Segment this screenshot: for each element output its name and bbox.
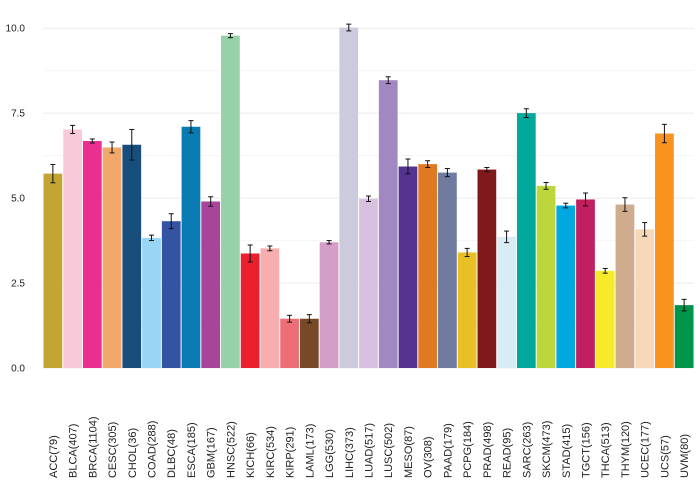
x-tick-label: READ(95) bbox=[502, 428, 514, 478]
bar bbox=[615, 204, 635, 368]
bar bbox=[457, 252, 477, 368]
bar bbox=[102, 147, 122, 368]
bar bbox=[635, 229, 655, 368]
x-tick-label: COAD(288) bbox=[147, 421, 159, 478]
error-bars bbox=[50, 23, 687, 324]
y-tick-label: 5.0 bbox=[11, 194, 25, 205]
y-tick-label: 7.5 bbox=[11, 109, 25, 120]
x-tick-label: PRAD(498) bbox=[482, 422, 494, 478]
bar bbox=[655, 133, 674, 368]
x-tick-label: ACC(79) bbox=[48, 435, 60, 478]
bar bbox=[378, 80, 398, 369]
bar bbox=[516, 113, 536, 368]
y-axis: 0.0 2.5 5.0 7.5 10.0 bbox=[6, 24, 26, 375]
x-tick-label: HNSC(522) bbox=[225, 421, 237, 478]
x-tick-label: LAML(173) bbox=[304, 424, 316, 478]
x-tick-label: BRCA(1104) bbox=[87, 416, 99, 478]
x-tick-label: LUSC(502) bbox=[383, 423, 395, 478]
x-tick-label: PAAD(179) bbox=[442, 423, 454, 478]
bar bbox=[161, 221, 181, 368]
bar bbox=[221, 35, 240, 369]
x-tick-label: GBM(167) bbox=[206, 427, 218, 478]
y-tick-label: 0.0 bbox=[11, 364, 25, 375]
bar bbox=[497, 236, 516, 368]
bar bbox=[319, 242, 339, 368]
bar bbox=[299, 318, 319, 368]
bar bbox=[43, 173, 63, 368]
bar bbox=[438, 172, 457, 368]
x-axis: ACC(79) BLCA(407) BRCA(1104) CESC(305) CHOL(… bbox=[48, 416, 691, 478]
bar bbox=[418, 164, 438, 368]
y-tick-label: 2.5 bbox=[11, 279, 25, 290]
bar bbox=[477, 169, 497, 368]
x-tick-label: CHOL(36) bbox=[127, 428, 139, 478]
bar bbox=[556, 205, 576, 368]
bar bbox=[142, 237, 161, 368]
bar bbox=[122, 144, 142, 368]
x-tick-label: STAD(415) bbox=[561, 424, 573, 478]
x-tick-label: CESC(305) bbox=[107, 422, 119, 478]
x-tick-label: LUAD(517) bbox=[364, 423, 376, 478]
x-tick-label: BLCA(407) bbox=[68, 424, 80, 478]
x-tick-label: SKCM(473) bbox=[541, 421, 553, 478]
bar bbox=[674, 305, 694, 368]
x-tick-label: DLBC(48) bbox=[166, 429, 178, 478]
x-tick-label: LGG(530) bbox=[324, 429, 336, 478]
x-tick-label: UCS(57) bbox=[659, 435, 671, 478]
x-tick-label: UVM(80) bbox=[679, 434, 691, 478]
x-tick-label: THCA(513) bbox=[600, 422, 612, 478]
bar bbox=[240, 253, 260, 368]
x-tick-label: OV(308) bbox=[423, 436, 435, 478]
bar bbox=[181, 126, 201, 369]
x-tick-label: TGCT(156) bbox=[581, 422, 593, 478]
bar bbox=[398, 166, 418, 368]
x-tick-label: UCEC(177) bbox=[640, 421, 652, 478]
x-tick-label: KICH(66) bbox=[245, 432, 257, 478]
x-tick-label: KIRP(291) bbox=[285, 427, 297, 478]
bar bbox=[576, 199, 595, 368]
bar bbox=[359, 198, 378, 368]
bar bbox=[201, 201, 221, 368]
x-tick-label: KIRC(534) bbox=[265, 426, 277, 478]
bar bbox=[280, 318, 299, 368]
x-tick-label: THYM(120) bbox=[620, 421, 632, 478]
bar bbox=[595, 270, 615, 368]
x-tick-label: LIHC(373) bbox=[344, 427, 356, 478]
x-tick-label: SARC(263) bbox=[521, 422, 533, 478]
bar bbox=[536, 185, 556, 368]
x-tick-label: MESO(87) bbox=[403, 426, 415, 478]
bar bbox=[82, 141, 102, 368]
bar bbox=[260, 248, 280, 368]
x-tick-label: PCPG(184) bbox=[462, 421, 474, 478]
bars bbox=[43, 27, 694, 369]
x-tick-label: ESCA(185) bbox=[186, 422, 198, 478]
bar bbox=[63, 129, 82, 368]
bar bbox=[339, 27, 359, 369]
y-tick-label: 10.0 bbox=[6, 24, 26, 35]
